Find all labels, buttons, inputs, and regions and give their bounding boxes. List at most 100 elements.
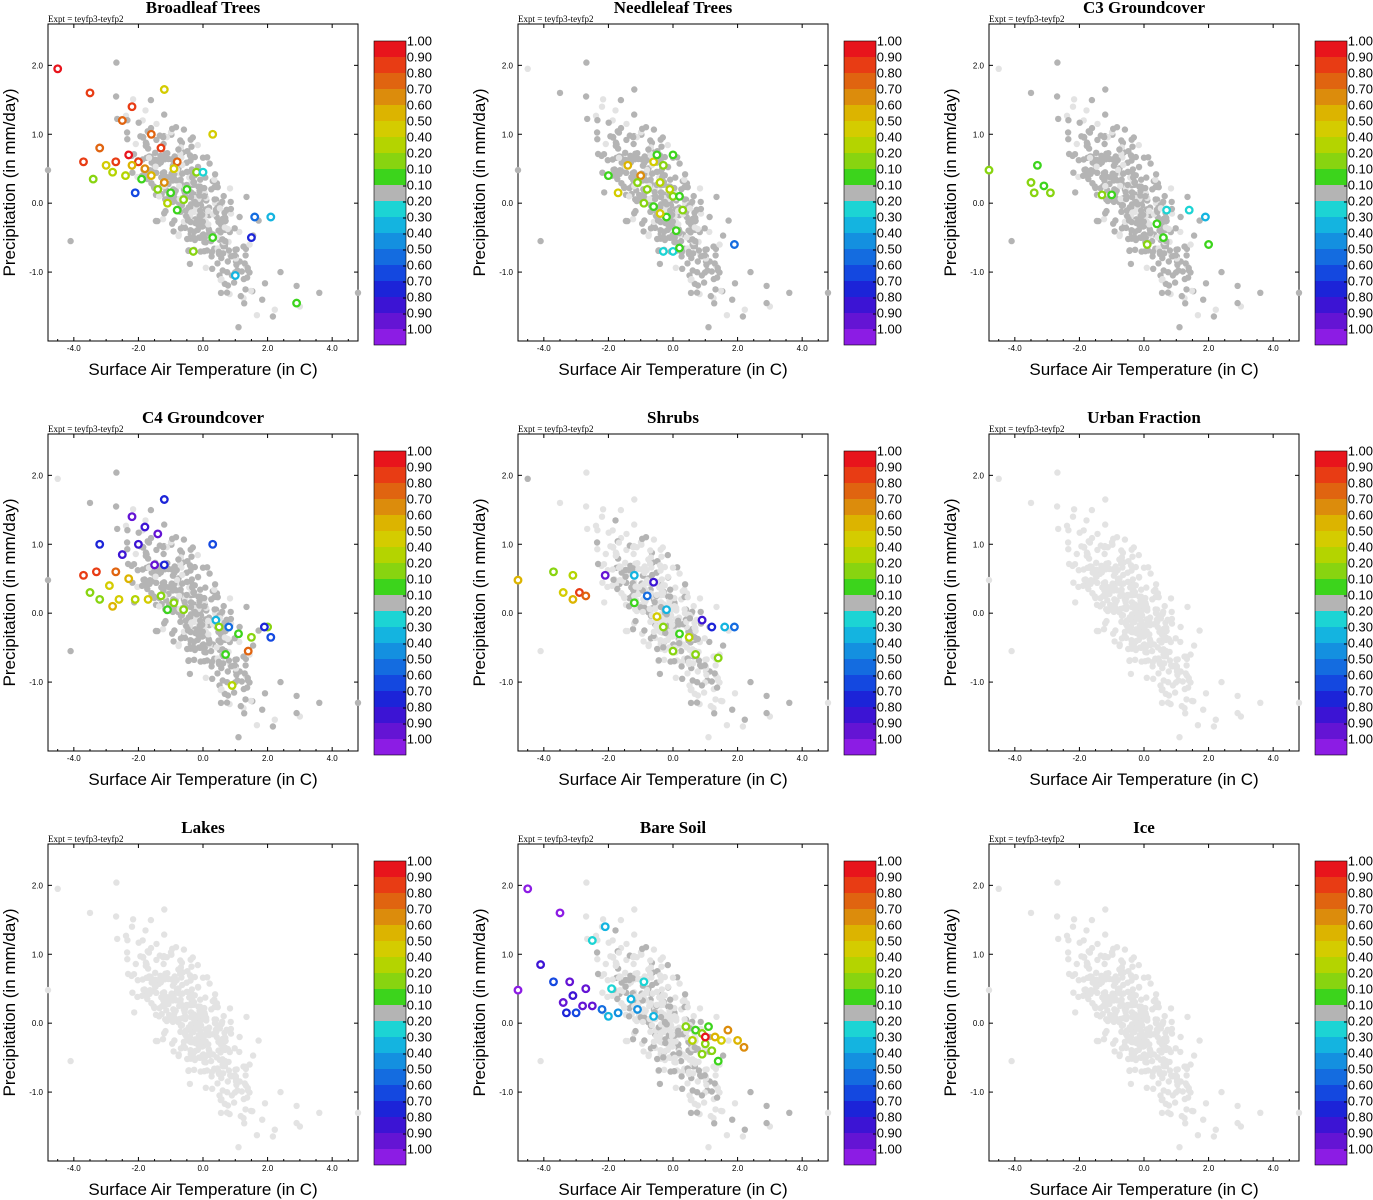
data-point xyxy=(1156,248,1164,255)
data-point xyxy=(729,1116,736,1123)
data-point xyxy=(706,213,713,221)
data-point xyxy=(1087,987,1095,994)
colored-data-point xyxy=(729,240,739,249)
colored-data-point xyxy=(678,205,688,215)
colorbar-swatch xyxy=(1315,909,1347,925)
data-point xyxy=(242,1106,249,1113)
colorbar-swatch xyxy=(1315,957,1347,973)
colored-data-point xyxy=(662,212,671,222)
data-point xyxy=(593,539,601,546)
data-point xyxy=(184,645,191,653)
data-point xyxy=(620,1003,627,1010)
data-point xyxy=(1065,546,1072,553)
colored-data-point xyxy=(153,529,163,539)
x-tick-label: -2.0 xyxy=(132,344,146,353)
colorbar-swatch xyxy=(374,989,406,1005)
data-point xyxy=(124,560,132,568)
colorbar-label: 1.00 xyxy=(877,853,902,868)
data-point xyxy=(293,282,300,290)
colored-data-point xyxy=(633,1004,642,1014)
colored-data-point xyxy=(649,1011,659,1021)
data-point xyxy=(622,149,629,156)
data-point xyxy=(1065,970,1073,978)
expt-label: Expt = teyfp3-teyfp2 xyxy=(518,834,594,844)
data-point xyxy=(712,286,719,293)
data-point xyxy=(187,1013,195,1021)
colored-data-point xyxy=(266,632,276,642)
data-point xyxy=(652,605,659,613)
colorbar-swatch xyxy=(374,1085,406,1101)
data-point xyxy=(182,1015,189,1023)
x-tick-label: 4.0 xyxy=(327,344,339,353)
data-point xyxy=(623,940,630,948)
data-point xyxy=(654,217,662,224)
data-point xyxy=(228,253,235,260)
colored-data-point xyxy=(613,1008,623,1018)
colorbar-swatch xyxy=(1315,531,1347,547)
data-point xyxy=(690,1012,697,1020)
data-point xyxy=(148,569,155,576)
data-point xyxy=(609,156,616,163)
data-point xyxy=(600,561,608,568)
colored-data-point xyxy=(1107,190,1117,200)
data-point xyxy=(1111,638,1118,645)
y-tick-label: 0.0 xyxy=(973,1019,985,1028)
data-point xyxy=(661,973,668,981)
scatter-points xyxy=(44,59,362,331)
colorbar: 1.000.900.800.700.600.500.400.200.10-0.1… xyxy=(1314,33,1373,346)
y-axis-label: Precipitation (in mm/day) xyxy=(0,498,19,686)
data-point xyxy=(605,119,612,126)
colorbar-frame xyxy=(843,450,877,756)
data-point xyxy=(1120,990,1127,997)
data-point xyxy=(514,166,522,174)
data-point xyxy=(199,628,206,635)
colorbar-label: -0.90 xyxy=(872,1125,902,1140)
data-point xyxy=(175,966,182,973)
data-point xyxy=(205,207,212,214)
data-point xyxy=(1172,225,1179,232)
data-point xyxy=(1184,193,1191,201)
data-point xyxy=(243,1094,251,1101)
colorbar-swatch xyxy=(374,137,406,153)
data-point xyxy=(206,640,213,647)
data-point xyxy=(1073,140,1080,148)
data-point xyxy=(1178,1112,1185,1120)
data-point xyxy=(177,137,184,144)
data-point xyxy=(1069,103,1077,110)
data-point xyxy=(159,626,167,633)
colored-data-point xyxy=(108,601,118,611)
colorbar-swatch xyxy=(1315,499,1347,515)
colored-data-point xyxy=(146,129,156,139)
data-point xyxy=(1152,996,1159,1003)
x-tick-label: 2.0 xyxy=(262,344,274,353)
y-axis-label: Precipitation (in mm/day) xyxy=(470,908,489,1096)
data-point xyxy=(647,1028,654,1035)
colored-data-point xyxy=(658,160,668,170)
colored-data-point xyxy=(221,650,231,659)
data-point xyxy=(632,196,639,203)
data-point xyxy=(1091,183,1098,190)
colorbar-label: -0.60 xyxy=(1343,1077,1373,1092)
data-point xyxy=(723,1132,731,1139)
data-point xyxy=(223,269,231,276)
colorbar-label: -0.40 xyxy=(402,225,432,240)
data-point xyxy=(1086,564,1094,571)
data-point xyxy=(147,96,155,104)
data-point xyxy=(1184,603,1191,611)
data-point xyxy=(1096,1013,1104,1020)
colorbar-label: 0.40 xyxy=(877,539,902,554)
data-point xyxy=(1126,1067,1133,1074)
data-point xyxy=(123,949,131,956)
expt-label: Expt = teyfp3-teyfp2 xyxy=(989,14,1065,24)
data-point xyxy=(128,923,136,930)
data-point xyxy=(211,171,219,178)
colorbar-swatch xyxy=(374,893,406,909)
data-point xyxy=(1085,175,1092,183)
colorbar: 1.000.900.800.700.600.500.400.200.10-0.1… xyxy=(843,443,902,756)
data-point xyxy=(657,193,665,201)
data-point xyxy=(617,506,625,514)
data-point xyxy=(667,996,674,1003)
colored-data-point xyxy=(172,205,182,215)
data-point xyxy=(1128,567,1135,574)
